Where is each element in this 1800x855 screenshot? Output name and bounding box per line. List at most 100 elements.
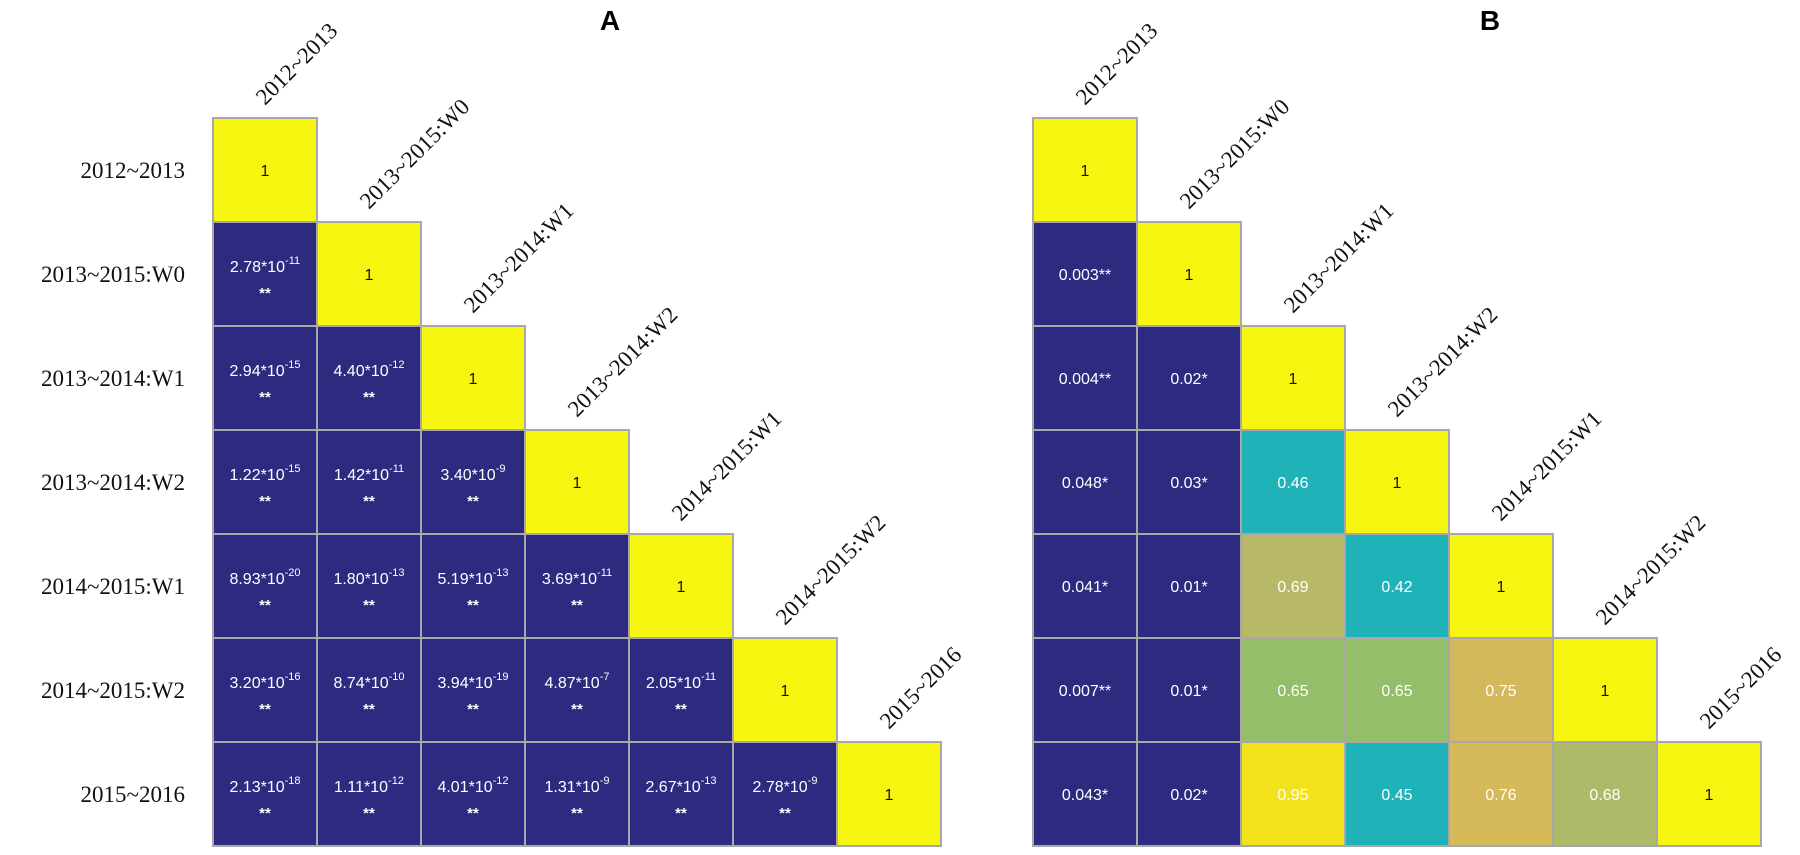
cell-value-b-4-3: 0.42	[1381, 579, 1412, 596]
heatmap-cell-a-1-0	[212, 221, 318, 327]
cell-value-a-6-2: 4.01*10-12	[437, 775, 508, 796]
cell-value-a-5-3: 4.87*10-7	[545, 671, 610, 692]
heatmap-cell-b-5-2	[1240, 637, 1346, 743]
diagonal-cell-b-3	[1344, 429, 1450, 535]
diagonal-value-b-1: 1	[1185, 267, 1194, 284]
cell-value-b-6-5: 0.68	[1589, 787, 1620, 804]
column-label-a-2: 2013~2014:W1	[459, 198, 579, 318]
cell-value-a-2-1: 4.40*10-12	[333, 359, 404, 380]
heatmap-cell-a-5-1	[316, 637, 422, 743]
cell-value-b-5-3: 0.65	[1381, 683, 1412, 700]
column-label-a-6: 2015~2016	[875, 642, 967, 734]
cell-value-a-6-5: 2.78*10-9	[753, 775, 818, 796]
cell-value-a-6-4: 2.67*10-13	[645, 775, 716, 796]
diagonal-cell-a-1	[316, 221, 422, 327]
cell-value-a-2-0: 2.94*10-15	[229, 359, 300, 380]
cell-value-a-5-4: 2.05*10-11	[646, 671, 716, 692]
column-label-b-1: 2013~2015:W0	[1175, 94, 1295, 214]
cell-stars-a-6-2: **	[467, 805, 479, 822]
heatmap-cell-a-4-0	[212, 533, 318, 639]
cell-value-a-3-2: 3.40*10-9	[441, 463, 506, 484]
heatmap-cell-a-4-2	[420, 533, 526, 639]
cell-value-a-5-2: 3.94*10-19	[437, 671, 508, 692]
cell-value-a-4-0: 8.93*10-20	[229, 567, 300, 588]
row-label-a-4: 2014~2015:W1	[41, 574, 185, 599]
diagonal-cell-a-3	[524, 429, 630, 535]
column-label-b-2: 2013~2014:W1	[1279, 198, 1399, 318]
heatmap-cell-b-6-2	[1240, 741, 1346, 847]
heatmap-cell-b-4-3	[1344, 533, 1450, 639]
heatmap-cell-b-2-0	[1032, 325, 1138, 431]
cell-stars-a-5-2: **	[467, 701, 479, 718]
cell-value-b-4-2: 0.69	[1277, 579, 1308, 596]
diagonal-value-a-0: 1	[261, 163, 270, 180]
diagonal-cell-b-2	[1240, 325, 1346, 431]
heatmap-cell-b-2-1	[1136, 325, 1242, 431]
column-label-b-0: 2012~2013	[1071, 18, 1163, 110]
cell-value-b-6-4: 0.76	[1485, 787, 1516, 804]
cell-value-b-2-0: 0.004**	[1059, 371, 1112, 388]
diagonal-value-b-5: 1	[1601, 683, 1610, 700]
diagonal-cell-b-4	[1448, 533, 1554, 639]
cell-value-b-4-1: 0.01*	[1170, 579, 1207, 596]
cell-stars-a-6-3: **	[571, 805, 583, 822]
heatmap-cell-a-2-0	[212, 325, 318, 431]
diagonal-value-b-3: 1	[1393, 475, 1402, 492]
heatmap-cell-b-3-0	[1032, 429, 1138, 535]
cell-value-a-3-1: 1.42*10-11	[334, 463, 404, 484]
cell-value-b-3-0: 0.048*	[1062, 475, 1108, 492]
diagonal-value-b-6: 1	[1705, 787, 1714, 804]
diagonal-value-b-2: 1	[1289, 371, 1298, 388]
cell-value-a-5-1: 8.74*10-10	[333, 671, 404, 692]
column-label-b-3: 2013~2014:W2	[1383, 302, 1503, 422]
cell-value-b-2-1: 0.02*	[1170, 371, 1207, 388]
cell-value-a-6-1: 1.11*10-12	[334, 775, 404, 796]
column-label-a-4: 2014~2015:W1	[667, 406, 787, 526]
cell-stars-a-3-0: **	[259, 493, 271, 510]
heatmap-cell-b-4-1	[1136, 533, 1242, 639]
heatmap-cell-b-4-2	[1240, 533, 1346, 639]
cell-stars-a-2-1: **	[363, 389, 375, 406]
column-label-a-0: 2012~2013	[251, 18, 343, 110]
column-label-b-4: 2014~2015:W1	[1487, 406, 1607, 526]
heatmap-cell-b-6-0	[1032, 741, 1138, 847]
heatmap-cell-b-5-0	[1032, 637, 1138, 743]
cell-stars-a-1-0: **	[259, 285, 271, 302]
heatmap-cell-b-6-1	[1136, 741, 1242, 847]
heatmap-cell-b-6-4	[1448, 741, 1554, 847]
cell-value-a-4-1: 1.80*10-13	[333, 567, 404, 588]
cell-value-b-6-3: 0.45	[1381, 787, 1412, 804]
cell-value-a-5-0: 3.20*10-16	[229, 671, 300, 692]
cell-value-b-5-0: 0.007**	[1059, 683, 1112, 700]
column-label-b-6: 2015~2016	[1695, 642, 1787, 734]
cell-value-b-5-2: 0.65	[1277, 683, 1308, 700]
row-label-a-0: 2012~2013	[81, 158, 185, 183]
heatmap-cell-a-3-1	[316, 429, 422, 535]
heatmap-cell-b-5-4	[1448, 637, 1554, 743]
cell-stars-a-4-3: **	[571, 597, 583, 614]
cell-stars-a-5-4: **	[675, 701, 687, 718]
cell-value-b-3-1: 0.03*	[1170, 475, 1207, 492]
cell-stars-a-5-0: **	[259, 701, 271, 718]
diagonal-cell-a-0	[212, 117, 318, 223]
cell-value-a-6-0: 2.13*10-18	[229, 775, 300, 796]
cell-value-a-4-2: 5.19*10-13	[437, 567, 508, 588]
heatmap-cell-a-5-4	[628, 637, 734, 743]
column-label-a-5: 2014~2015:W2	[771, 510, 891, 630]
cell-value-a-4-3: 3.69*10-11	[542, 567, 612, 588]
column-label-a-3: 2013~2014:W2	[563, 302, 683, 422]
cell-value-b-6-1: 0.02*	[1170, 787, 1207, 804]
heatmap-cell-b-5-1	[1136, 637, 1242, 743]
diagonal-value-b-0: 1	[1081, 163, 1090, 180]
heatmap-cell-b-6-5	[1552, 741, 1658, 847]
diagonal-cell-a-2	[420, 325, 526, 431]
row-label-a-2: 2013~2014:W1	[41, 366, 185, 391]
cell-stars-a-6-0: **	[259, 805, 271, 822]
heatmap-cell-a-6-1	[316, 741, 422, 847]
cell-value-a-1-0: 2.78*10-11	[230, 255, 300, 276]
diagonal-value-a-4: 1	[677, 579, 686, 596]
cell-value-a-3-0: 1.22*10-15	[229, 463, 300, 484]
diagonal-cell-b-5	[1552, 637, 1658, 743]
cell-value-a-6-3: 1.31*10-9	[545, 775, 610, 796]
diagonal-cell-b-6	[1656, 741, 1762, 847]
